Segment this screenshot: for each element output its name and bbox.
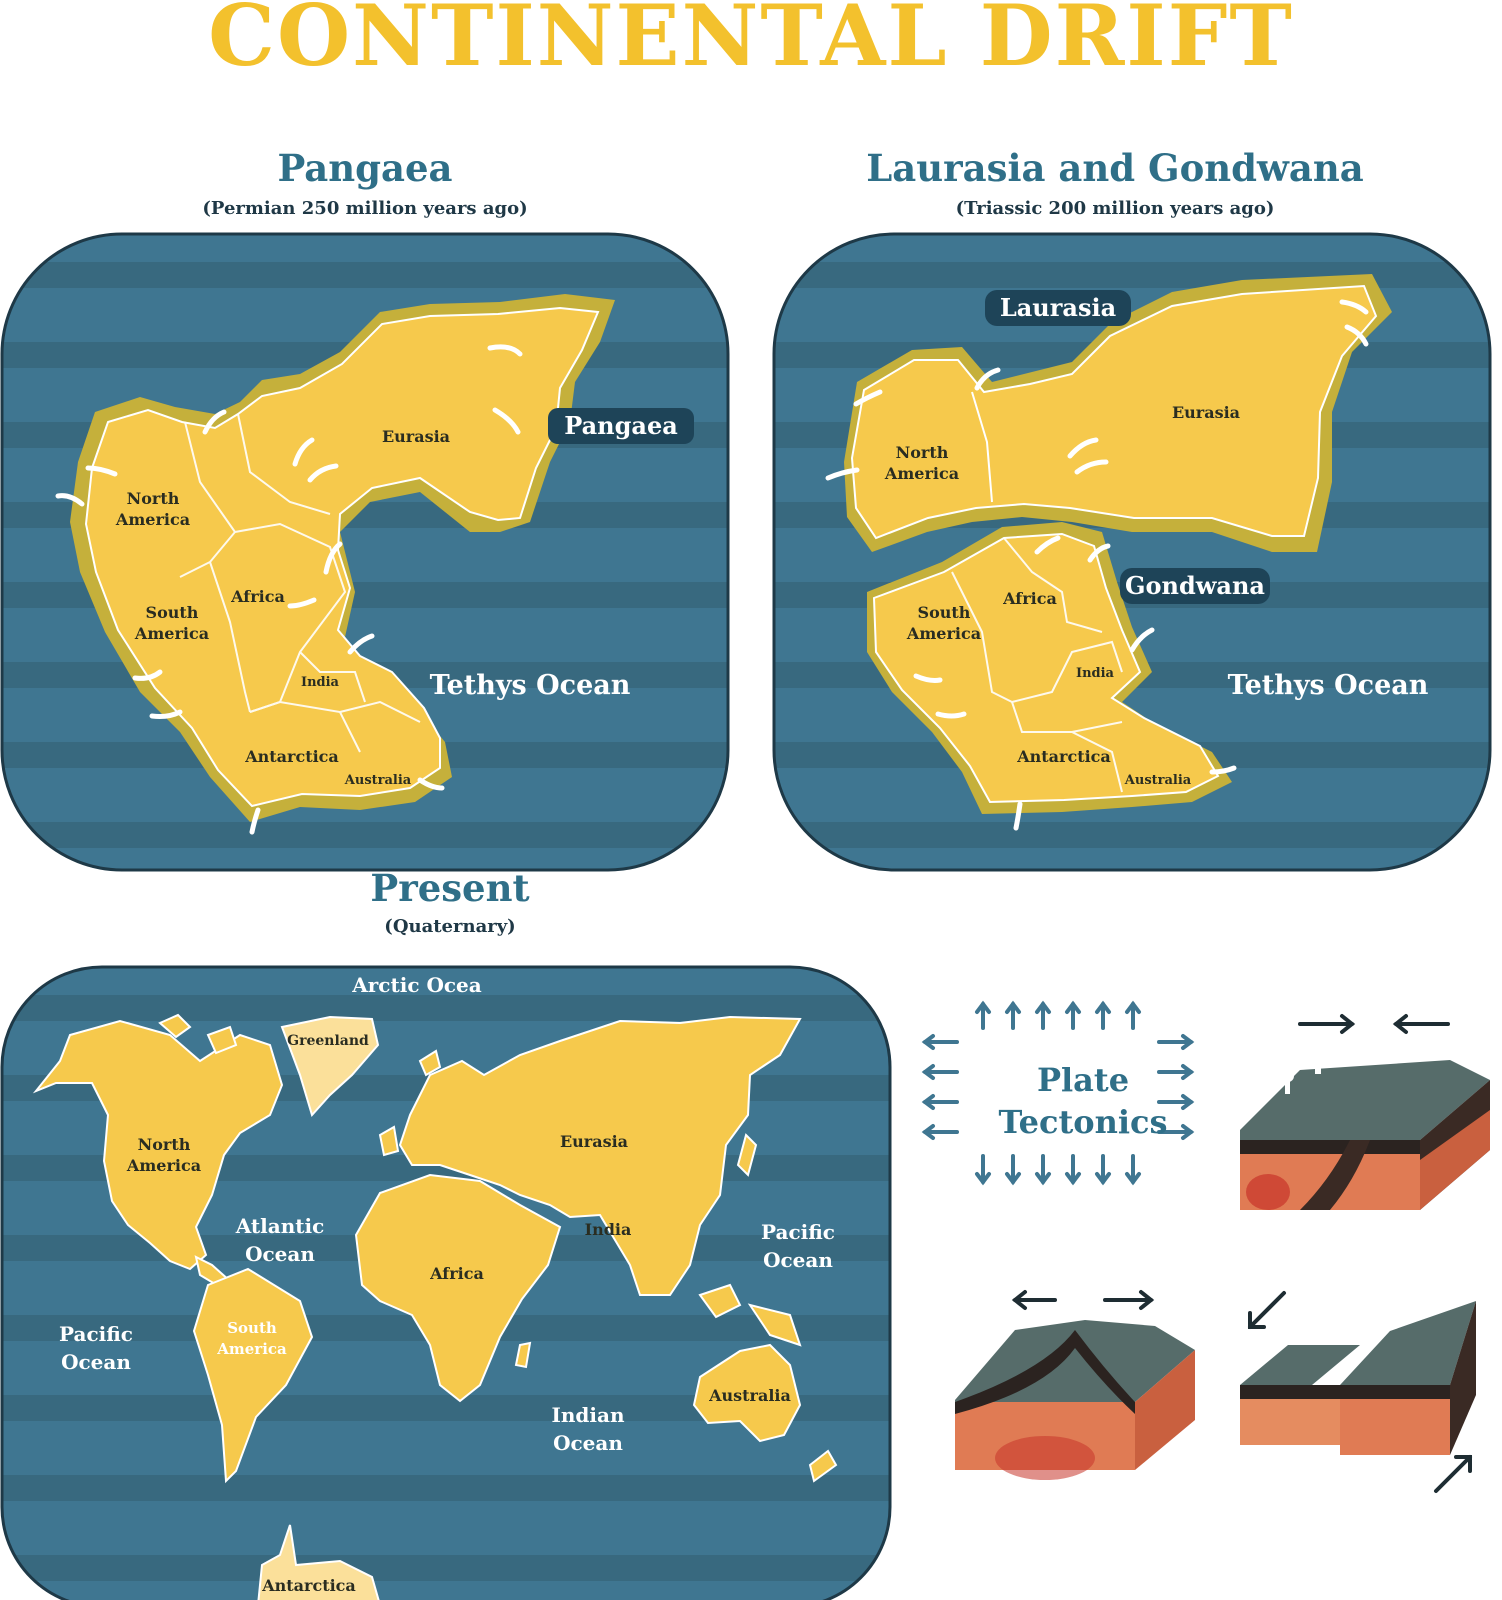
present-map: Arctic Ocea Greenland North America Eura… xyxy=(0,965,892,1600)
present-atlantic-line1: Atlantic xyxy=(235,1214,325,1238)
pangaea-south-america-line2: America xyxy=(134,624,209,643)
laurasia-drift-arrows xyxy=(825,299,1369,831)
present-south-america-line2: America xyxy=(216,1340,287,1358)
gondwana-tag-label: Gondwana xyxy=(1125,571,1265,600)
up-arrow-icons xyxy=(975,1000,1141,1030)
present-south-america xyxy=(192,1267,314,1484)
laurasia-tag xyxy=(985,290,1131,326)
present-australia-label: Australia xyxy=(708,1386,791,1405)
present-africa xyxy=(354,1173,562,1403)
pangaea-subheading: (Permian 250 million years ago) xyxy=(202,198,528,219)
present-arctic-label: Arctic Ocea xyxy=(351,973,482,997)
present-south-america-line1: South xyxy=(227,1319,277,1337)
pangaea-tag-label: Pangaea xyxy=(564,411,678,440)
present-antarctica-label: Antarctica xyxy=(261,1576,356,1595)
pangaea-map: Pangaea North America South America Afri… xyxy=(0,232,730,872)
laurasia-south-america-line2: America xyxy=(906,624,981,643)
present-australia xyxy=(692,1343,802,1443)
laurasia-antarctica-label: Antarctica xyxy=(1016,747,1111,766)
pangaea-tag xyxy=(548,408,694,444)
pangaea-drift-arrows xyxy=(55,344,523,835)
right-arrow-icons xyxy=(1157,1034,1195,1140)
pangaea-antarctica-label: Antarctica xyxy=(244,747,339,766)
pangaea-south-america-line1: South xyxy=(146,603,199,622)
main-title: CONTINENTAL DRIFT xyxy=(208,0,1294,85)
laurasia-subheading: (Triassic 200 million years ago) xyxy=(955,198,1275,219)
left-arrow-icons xyxy=(921,1034,959,1140)
pangaea-india-label: India xyxy=(301,675,340,690)
present-pacific-right-line2: Ocean xyxy=(763,1248,833,1272)
transform-boundary-illustration xyxy=(1240,1291,1476,1493)
laurasia-australia-label: Australia xyxy=(1124,773,1192,788)
divergent-boundary-illustration xyxy=(955,1290,1195,1480)
laurasia-africa-label: Africa xyxy=(1002,589,1057,608)
present-pacific-right-line1: Pacific xyxy=(761,1220,835,1244)
present-greenland-label: Greenland xyxy=(287,1033,369,1049)
gondwana-tag xyxy=(1120,568,1270,604)
pangaea-north-america-line2: America xyxy=(115,510,190,529)
laurasia-eurasia-label: Eurasia xyxy=(1172,403,1240,422)
present-north-america-line1: North xyxy=(138,1135,191,1154)
diverging-arrow-icons xyxy=(1011,1290,1155,1310)
present-antarctica xyxy=(256,1524,382,1600)
pangaea-tethys-ocean-label: Tethys Ocean xyxy=(430,670,631,701)
laurasia-south-america-line1: South xyxy=(918,603,971,622)
present-indian-line1: Indian xyxy=(552,1403,625,1427)
plate-tectonics-label: Plate Tectonics xyxy=(978,1060,1188,1143)
gondwana-landmass xyxy=(872,532,1220,804)
pangaea-australia-label: Australia xyxy=(344,773,412,788)
volcano-icons xyxy=(1282,1047,1325,1094)
present-north-america xyxy=(32,1019,284,1271)
pangaea-north-america-line1: North xyxy=(127,489,180,508)
convergent-boundary-illustration xyxy=(1240,1014,1490,1210)
plate-tectonics-line1: Plate xyxy=(1036,1061,1130,1099)
laurasia-tag-label: Laurasia xyxy=(1000,293,1116,322)
present-atlantic-line2: Ocean xyxy=(245,1242,315,1266)
converging-arrow-icons xyxy=(1298,1014,1450,1034)
present-north-america-line2: America xyxy=(126,1156,201,1175)
laurasia-heading: Laurasia and Gondwana xyxy=(866,146,1364,190)
plate-tectonics-line2: Tectonics xyxy=(998,1102,1168,1141)
down-arrow-icons xyxy=(975,1154,1141,1186)
pangaea-landmass xyxy=(84,306,600,808)
present-africa-label: Africa xyxy=(429,1264,484,1283)
present-continents xyxy=(32,1013,838,1484)
laurasia-india-label: India xyxy=(1076,666,1115,681)
present-pacific-left-line1: Pacific xyxy=(59,1322,133,1346)
present-pacific-left-line2: Ocean xyxy=(61,1350,131,1374)
laurasia-north-america-line2: America xyxy=(884,464,959,483)
present-eurasia xyxy=(398,1015,802,1296)
present-subheading: (Quaternary) xyxy=(384,916,516,937)
pangaea-africa-label: Africa xyxy=(230,587,285,606)
pangaea-heading: Pangaea xyxy=(277,146,453,190)
transform-arrow-icons xyxy=(1248,1291,1472,1493)
laurasia-tethys-ocean-label: Tethys Ocean xyxy=(1228,670,1429,701)
present-greenland xyxy=(280,1015,380,1117)
present-eurasia-label: Eurasia xyxy=(560,1132,628,1151)
plate-tectonics-arrows xyxy=(921,1000,1195,1186)
pangaea-eurasia-label: Eurasia xyxy=(382,427,450,446)
laurasia-north-america-line1: North xyxy=(896,443,949,462)
present-heading: Present xyxy=(370,866,530,910)
laurasia-gondwana-map: Laurasia Gondwana North America Eurasia … xyxy=(772,232,1492,872)
present-indian-line2: Ocean xyxy=(553,1431,623,1455)
present-india-label: India xyxy=(585,1220,632,1239)
laurasia-landmass xyxy=(850,284,1378,540)
